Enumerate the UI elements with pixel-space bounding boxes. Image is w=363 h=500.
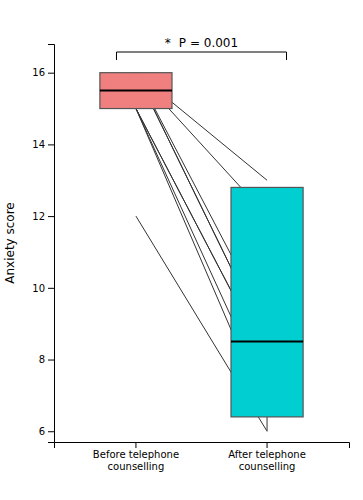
y-tick: 16 bbox=[32, 67, 54, 78]
y-tick-label: 14 bbox=[32, 139, 45, 150]
y-axis: 6 8 10 12 14 16 bbox=[32, 45, 54, 443]
y-tick: 14 bbox=[32, 139, 54, 150]
marks bbox=[100, 73, 303, 432]
y-tick-label: 8 bbox=[39, 354, 45, 365]
whisker-low bbox=[266, 417, 267, 431]
x-tick-label: Before telephonecounselling bbox=[93, 449, 179, 472]
y-tick-mark bbox=[48, 144, 54, 145]
y-tick: 12 bbox=[32, 211, 54, 222]
y-tick-mark bbox=[48, 288, 54, 289]
bracket-line bbox=[116, 52, 286, 60]
y-tick-mark bbox=[48, 431, 54, 432]
annotation: P = 0.001 bbox=[179, 36, 238, 50]
median-line bbox=[100, 90, 172, 92]
x-tick: Before telephonecounselling bbox=[93, 442, 179, 472]
y-tick-label: 12 bbox=[32, 211, 45, 222]
significance-bracket bbox=[116, 52, 286, 60]
y-axis-line bbox=[48, 45, 55, 443]
y-tick-mark bbox=[48, 360, 54, 361]
y-tick-label: 16 bbox=[32, 67, 45, 78]
box bbox=[231, 187, 303, 416]
y-tick: 10 bbox=[32, 283, 54, 294]
y-tick-mark bbox=[48, 73, 54, 74]
annotation: * bbox=[165, 36, 171, 50]
x-axis-line bbox=[55, 443, 350, 449]
median-line bbox=[231, 341, 303, 343]
x-axis: Before telephonecounselling After telepho… bbox=[55, 442, 350, 472]
y-axis-title: Anxiety score bbox=[3, 202, 17, 284]
plot-area: 6 8 10 12 14 16 Before telephonecounselling Aft… bbox=[3, 36, 350, 472]
y-tick-mark bbox=[48, 216, 54, 217]
x-tick-mark bbox=[267, 442, 268, 448]
y-tick: 6 bbox=[39, 426, 54, 437]
y-tick: 8 bbox=[39, 354, 54, 365]
chart: 6 8 10 12 14 16 Before telephonecounselling Aft… bbox=[0, 0, 363, 500]
x-tick: After telephonecounselling bbox=[228, 442, 305, 472]
y-tick-label: 6 bbox=[39, 426, 45, 437]
x-tick-mark bbox=[135, 442, 136, 448]
box bbox=[100, 73, 172, 109]
y-tick-label: 10 bbox=[32, 283, 45, 294]
chart-container: 6 8 10 12 14 16 Before telephonecounselling Aft… bbox=[0, 0, 363, 500]
x-tick-label: After telephonecounselling bbox=[228, 449, 305, 472]
